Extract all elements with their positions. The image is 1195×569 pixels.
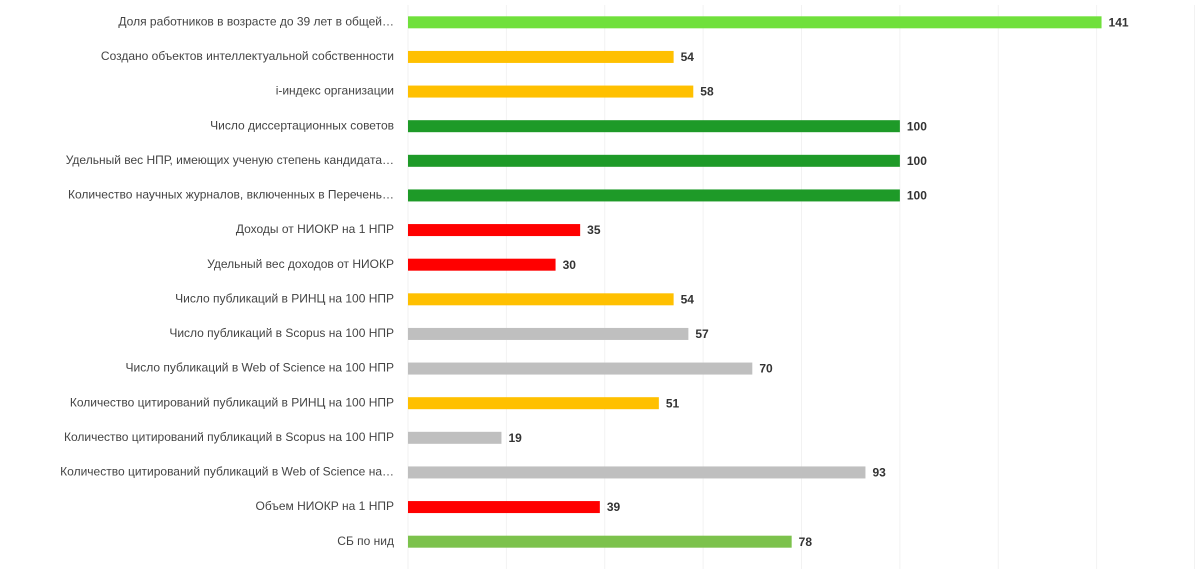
value-label: 141 bbox=[1109, 15, 1129, 29]
category-label: Создано объектов интеллектуальной собств… bbox=[101, 49, 394, 63]
value-label: 57 bbox=[695, 327, 709, 341]
bar bbox=[408, 120, 900, 133]
category-label: Количество цитирований публикаций в Scop… bbox=[64, 430, 394, 444]
bar bbox=[408, 501, 600, 514]
bar bbox=[408, 362, 753, 375]
bar bbox=[408, 16, 1102, 29]
category-label: Доля работников в возрасте до 39 лет в о… bbox=[118, 14, 394, 28]
bar bbox=[408, 327, 689, 340]
value-label: 19 bbox=[508, 431, 522, 445]
category-label: Количество научных журналов, включенных … bbox=[68, 188, 394, 202]
value-label: 78 bbox=[799, 535, 813, 549]
category-label: Объем НИОКР на 1 НПР bbox=[256, 499, 394, 513]
category-label: i-индекс организации bbox=[276, 84, 394, 98]
value-label: 100 bbox=[907, 189, 927, 203]
category-label: Удельный вес НПР, имеющих ученую степень… bbox=[66, 153, 394, 167]
value-label: 58 bbox=[700, 85, 714, 99]
category-label: Число публикаций в Scopus на 100 НПР bbox=[169, 326, 394, 340]
bar bbox=[408, 535, 792, 548]
category-label: СБ по нид bbox=[337, 534, 394, 548]
category-label: Число диссертационных советов bbox=[210, 118, 394, 132]
bar bbox=[408, 466, 866, 479]
bar bbox=[408, 154, 900, 167]
bar bbox=[408, 224, 581, 237]
category-label: Количество цитирований публикаций в РИНЦ… bbox=[70, 395, 394, 409]
bar bbox=[408, 397, 659, 410]
value-label: 70 bbox=[759, 362, 773, 376]
value-label: 30 bbox=[563, 258, 577, 272]
value-label: 100 bbox=[907, 119, 927, 133]
bar bbox=[408, 258, 556, 271]
bar bbox=[408, 293, 674, 306]
bar bbox=[408, 431, 502, 444]
value-label: 100 bbox=[907, 154, 927, 168]
category-label: Число публикаций в Web of Science на 100… bbox=[126, 361, 394, 375]
value-label: 93 bbox=[872, 466, 886, 480]
value-label: 51 bbox=[666, 396, 680, 410]
category-label: Количество цитирований публикаций в Web … bbox=[60, 465, 394, 479]
category-label: Удельный вес доходов от НИОКР bbox=[207, 257, 394, 271]
value-label: 35 bbox=[587, 223, 601, 237]
value-label: 54 bbox=[681, 292, 695, 306]
value-label: 39 bbox=[607, 500, 621, 514]
bar bbox=[408, 85, 694, 98]
value-label: 54 bbox=[681, 50, 695, 64]
bar bbox=[408, 50, 674, 63]
category-label: Число публикаций в РИНЦ на 100 НПР bbox=[175, 291, 394, 305]
category-label: Доходы от НИОКР на 1 НПР bbox=[236, 222, 394, 236]
bar bbox=[408, 189, 900, 202]
